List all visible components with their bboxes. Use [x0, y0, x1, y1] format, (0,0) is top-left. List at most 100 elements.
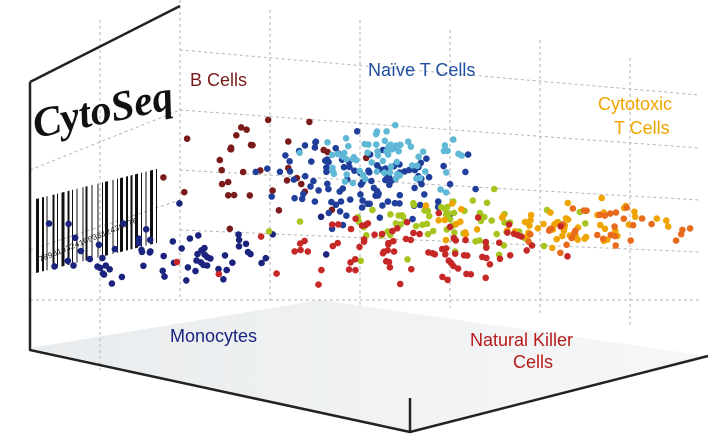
data-point: [186, 235, 194, 242]
data-point: [95, 241, 103, 249]
data-point: [434, 198, 442, 205]
data-point: [340, 163, 348, 171]
barcode-bar: [102, 182, 103, 257]
data-point: [540, 220, 547, 228]
label-b-cells: B Cells: [190, 70, 247, 90]
data-point: [393, 158, 401, 166]
barcode-bar: [145, 171, 147, 246]
data-point: [311, 198, 319, 205]
data-point: [246, 192, 254, 199]
data-point: [416, 201, 424, 209]
barcode-bar: [97, 183, 99, 258]
data-point: [108, 280, 116, 287]
data-point: [373, 141, 380, 148]
data-point: [451, 250, 459, 257]
data-point: [391, 199, 399, 207]
data-point: [160, 252, 167, 260]
data-point: [183, 135, 191, 142]
data-point: [447, 259, 455, 267]
data-point: [450, 209, 458, 217]
data-point: [317, 213, 325, 221]
data-point: [443, 169, 450, 176]
label-nk-line2: Cells: [513, 352, 553, 372]
data-point: [336, 208, 344, 215]
data-point: [479, 253, 486, 261]
data-point: [527, 231, 534, 238]
data-point: [442, 211, 450, 218]
barcode-bar: [76, 188, 78, 263]
data-point: [341, 178, 349, 185]
cluster-labels: B Cells Naïve T Cells Cytotoxic T Cells …: [170, 60, 672, 372]
data-point: [440, 162, 447, 170]
data-point: [45, 220, 53, 227]
data-point: [391, 143, 398, 151]
data-point: [347, 225, 355, 233]
data-point: [435, 209, 443, 217]
data-point: [356, 243, 363, 251]
data-point: [382, 258, 390, 265]
data-point: [599, 235, 607, 243]
data-point: [216, 156, 224, 164]
data-point: [235, 243, 243, 250]
data-point: [425, 173, 433, 181]
data-point: [368, 159, 376, 166]
data-point: [498, 214, 506, 221]
data-point: [607, 210, 614, 217]
data-point: [207, 255, 214, 262]
data-point: [396, 280, 404, 288]
barcode-bar: [82, 187, 84, 262]
data-point: [307, 183, 314, 190]
barcode-bar: [91, 184, 93, 260]
barcode-bar: [117, 178, 118, 253]
data-point: [462, 236, 469, 244]
data-point: [464, 151, 472, 158]
data-point: [410, 199, 417, 207]
data-point: [291, 248, 298, 255]
data-point: [404, 256, 411, 263]
data-point: [557, 249, 564, 257]
data-point: [337, 198, 345, 205]
data-point: [257, 233, 265, 240]
data-point: [523, 247, 530, 254]
data-point: [549, 244, 556, 252]
data-point: [631, 208, 638, 216]
data-point: [495, 239, 503, 246]
data-point: [496, 255, 504, 263]
data-point: [564, 199, 572, 207]
data-point: [218, 166, 225, 174]
cytoseq-logo: CytoSeq 7890193241003312430376: [29, 73, 178, 274]
data-point: [329, 168, 337, 175]
data-point: [343, 171, 351, 178]
data-point: [146, 236, 154, 244]
data-point: [381, 137, 389, 145]
data-point: [559, 232, 566, 240]
data-point: [286, 158, 293, 165]
data-point: [442, 251, 449, 258]
data-point: [306, 118, 313, 126]
data-point: [374, 148, 381, 155]
data-point: [332, 144, 340, 152]
data-point: [504, 229, 511, 236]
logo-text: CytoSeq: [29, 73, 178, 148]
floor-plane: [30, 300, 708, 432]
data-point: [446, 180, 454, 188]
data-point: [401, 168, 409, 175]
label-monocytes: Monocytes: [170, 326, 257, 346]
barcode-bar: [36, 198, 39, 274]
data-point: [437, 186, 444, 193]
data-point: [483, 244, 490, 251]
data-point: [77, 247, 85, 255]
data-point: [301, 172, 309, 180]
data-point: [258, 259, 265, 267]
data-point: [374, 192, 382, 199]
data-point: [385, 174, 393, 181]
barcode-bar: [156, 168, 157, 244]
data-point: [439, 273, 446, 281]
data-point: [564, 252, 571, 260]
data-point: [276, 168, 284, 176]
data-point: [215, 265, 222, 273]
data-point: [357, 181, 365, 188]
data-point: [243, 126, 250, 133]
data-point: [540, 242, 548, 250]
data-point: [300, 190, 307, 198]
